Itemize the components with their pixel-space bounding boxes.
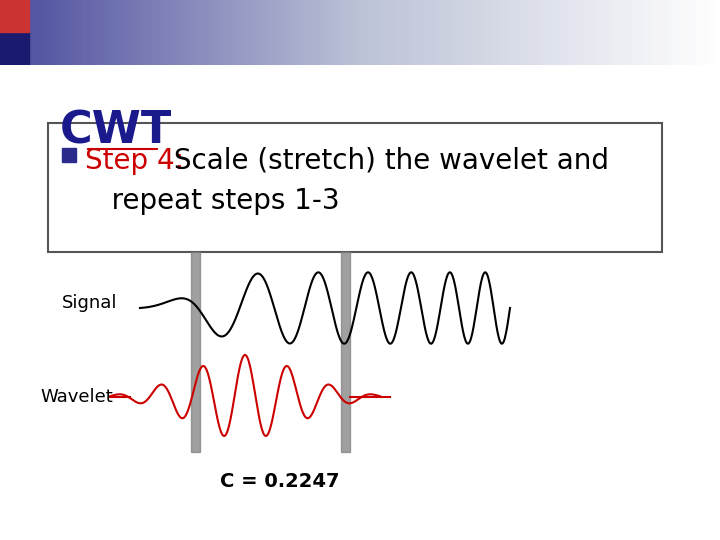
Text: CWT: CWT [60, 110, 172, 153]
Bar [0, 0, 29, 32]
Text: Scale (stretch) the wavelet and: Scale (stretch) the wavelet and [165, 147, 609, 175]
Text: C = 0.2247: C = 0.2247 [220, 472, 340, 491]
Text: repeat steps 1-3: repeat steps 1-3 [85, 187, 340, 215]
Bar [0, 32, 29, 65]
Text: Wavelet: Wavelet [40, 388, 113, 406]
Bar [341, 252, 350, 452]
FancyBboxPatch shape [48, 123, 662, 252]
Text: Signal: Signal [62, 294, 117, 312]
Bar [62, 148, 76, 162]
Text: Step 4:: Step 4: [85, 147, 184, 175]
Bar [191, 252, 200, 452]
